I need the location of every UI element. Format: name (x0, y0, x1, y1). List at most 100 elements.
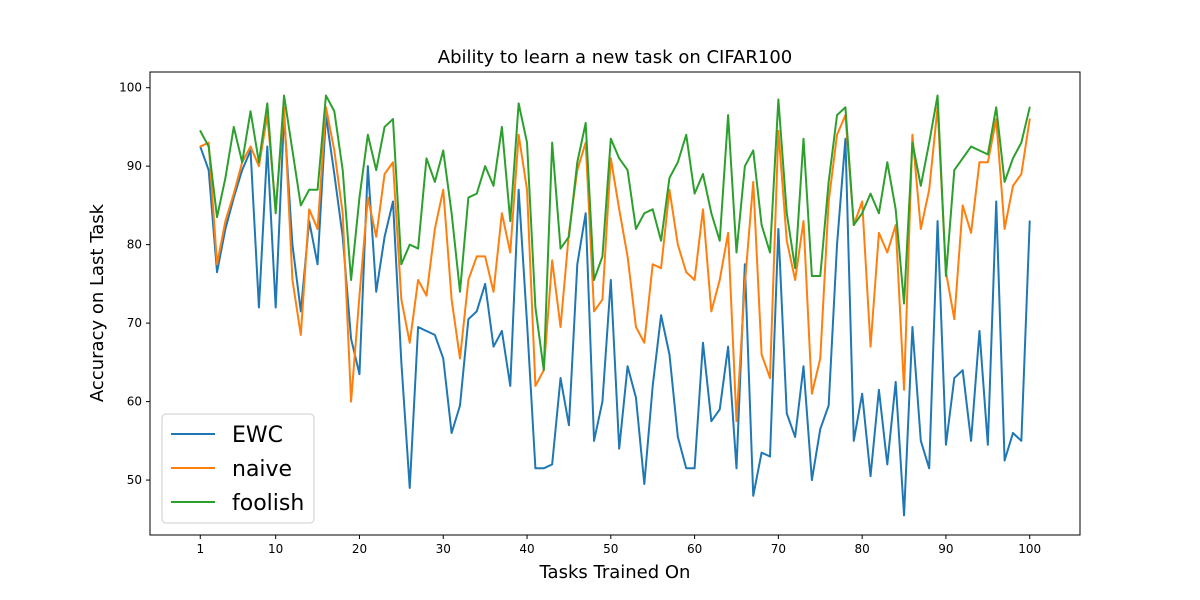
data-point (417, 279, 419, 281)
data-point (417, 247, 419, 250)
data-point (542, 467, 545, 470)
data-point (392, 200, 394, 203)
data-point (886, 251, 889, 254)
data-point (777, 98, 780, 101)
data-point (811, 392, 813, 395)
data-point (911, 133, 914, 136)
data-point (526, 188, 528, 191)
data-point (408, 243, 411, 246)
data-point (392, 118, 394, 120)
data-point (869, 192, 872, 195)
data-point (844, 137, 847, 140)
data-point (811, 479, 813, 481)
data-point (727, 345, 729, 348)
data-point (744, 283, 746, 285)
data-point (903, 302, 905, 305)
data-point (1020, 173, 1023, 175)
data-point (467, 196, 470, 199)
data-point (995, 106, 998, 109)
data-point (718, 279, 721, 281)
data-point (375, 290, 378, 293)
data-point (710, 420, 713, 423)
data-point (995, 200, 998, 203)
data-point (911, 326, 914, 328)
data-point (207, 145, 210, 148)
legend-label-EWC: EWC (232, 423, 283, 448)
data-point (685, 467, 688, 470)
data-point (878, 232, 880, 234)
x-tick-label: 10 (268, 542, 283, 556)
data-point (928, 141, 930, 144)
data-point (819, 357, 822, 360)
data-point (836, 243, 838, 246)
data-point (744, 263, 746, 266)
data-point (383, 126, 386, 128)
data-point (978, 161, 981, 164)
x-tick-label: 90 (938, 542, 953, 556)
data-point (534, 385, 537, 387)
x-tick-label: 50 (603, 542, 618, 556)
data-point (425, 294, 428, 297)
data-point (920, 228, 922, 230)
data-point (1020, 440, 1023, 442)
data-point (844, 106, 847, 109)
data-point (626, 255, 629, 258)
data-point (618, 208, 620, 211)
data-point (534, 306, 537, 309)
data-point (777, 228, 780, 230)
data-point (903, 389, 905, 391)
data-point (325, 94, 327, 97)
data-point (886, 463, 889, 466)
data-point (727, 232, 729, 234)
data-point (961, 369, 964, 372)
data-point (827, 181, 830, 183)
data-point (501, 330, 503, 332)
data-point (358, 294, 361, 297)
data-point (224, 177, 227, 179)
data-point (383, 236, 386, 238)
data-point (350, 279, 352, 281)
data-point (358, 196, 361, 199)
data-point (459, 290, 461, 293)
data-point (878, 212, 880, 215)
data-point (526, 141, 528, 144)
data-point (584, 212, 587, 215)
data-point (752, 181, 755, 183)
data-point (517, 133, 520, 136)
data-point (945, 443, 947, 446)
data-point (249, 110, 252, 113)
data-point (685, 271, 688, 273)
data-point (794, 279, 796, 281)
data-point (450, 298, 453, 301)
data-point (241, 161, 243, 164)
data-point (869, 345, 872, 348)
data-point (517, 102, 520, 105)
data-point (928, 188, 930, 191)
data-point (735, 467, 738, 470)
series-line-naive (199, 106, 1031, 423)
data-point (894, 208, 897, 211)
data-point (769, 455, 771, 458)
data-point (266, 102, 269, 105)
legend-label-naive: naive (232, 457, 292, 482)
data-point (392, 161, 394, 164)
data-point (668, 177, 671, 179)
data-point (894, 381, 897, 383)
y-axis: 50 60 70 80 90 100 (119, 81, 150, 487)
data-point (735, 251, 738, 254)
data-point (249, 145, 252, 148)
data-point (258, 165, 260, 167)
data-point (643, 212, 646, 215)
data-point (635, 326, 637, 328)
data-point (702, 173, 704, 175)
data-point (300, 310, 302, 313)
data-point (526, 322, 528, 324)
data-point (802, 220, 805, 222)
data-point (542, 369, 545, 372)
data-point (576, 161, 579, 164)
data-point (258, 161, 260, 164)
data-point (920, 184, 922, 187)
data-point (207, 169, 210, 171)
data-point (819, 428, 822, 430)
data-point (718, 239, 721, 242)
